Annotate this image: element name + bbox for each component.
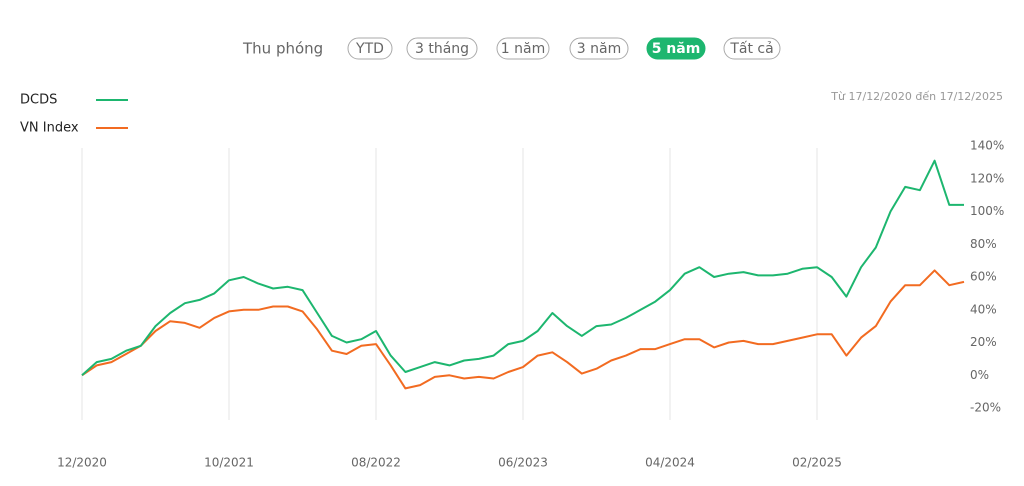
- button-label[interactable]: 1 năm: [501, 41, 545, 57]
- y-tick-label: 120%: [970, 171, 1004, 185]
- button-label[interactable]: Tất cả: [729, 41, 773, 57]
- legend-label[interactable]: DCDS: [20, 93, 57, 108]
- button-bg: [646, 37, 706, 60]
- x-tick-label: 10/2021: [204, 456, 254, 470]
- x-tick-label: 12/2020: [57, 456, 107, 470]
- x-tick-label: 06/2023: [498, 456, 548, 470]
- zoom-label: Thu phóng: [242, 40, 323, 58]
- zoom-button[interactable]: 3 tháng: [406, 37, 478, 60]
- y-tick-label: 60%: [970, 270, 997, 284]
- button-bg: [347, 37, 393, 60]
- y-tick-label: 40%: [970, 302, 997, 316]
- y-tick-label: 20%: [970, 335, 997, 349]
- button-label[interactable]: 5 năm: [652, 41, 701, 57]
- zoom-button[interactable]: 5 năm: [646, 37, 706, 60]
- zoom-button[interactable]: 3 năm: [569, 37, 629, 60]
- date-range: Từ 17/12/2020 đến 17/12/2025: [830, 90, 1003, 103]
- legend-label[interactable]: VN Index: [20, 121, 79, 136]
- button-label[interactable]: 3 tháng: [415, 41, 469, 57]
- series-line: [81, 159, 964, 377]
- button-bg: [723, 37, 781, 60]
- y-tick-label: -20%: [970, 401, 1001, 415]
- y-tick-label: 140%: [970, 139, 1004, 153]
- button-bg: [496, 37, 550, 60]
- zoom-button[interactable]: 1 năm: [496, 37, 550, 60]
- button-label[interactable]: YTD: [355, 41, 384, 57]
- y-tick-label: 100%: [970, 204, 1004, 218]
- y-tick-label: 80%: [970, 237, 997, 251]
- x-tick-label: 04/2024: [645, 456, 695, 470]
- zoom-button[interactable]: YTD: [347, 37, 393, 60]
- y-tick-label: 0%: [970, 368, 989, 382]
- series-line: [81, 269, 965, 390]
- zoom-button[interactable]: Tất cả: [723, 37, 781, 60]
- button-bg: [406, 37, 478, 60]
- button-bg: [569, 37, 629, 60]
- x-tick-label: 02/2025: [792, 456, 842, 470]
- x-tick-label: 08/2022: [351, 456, 401, 470]
- button-label[interactable]: 3 năm: [577, 41, 621, 57]
